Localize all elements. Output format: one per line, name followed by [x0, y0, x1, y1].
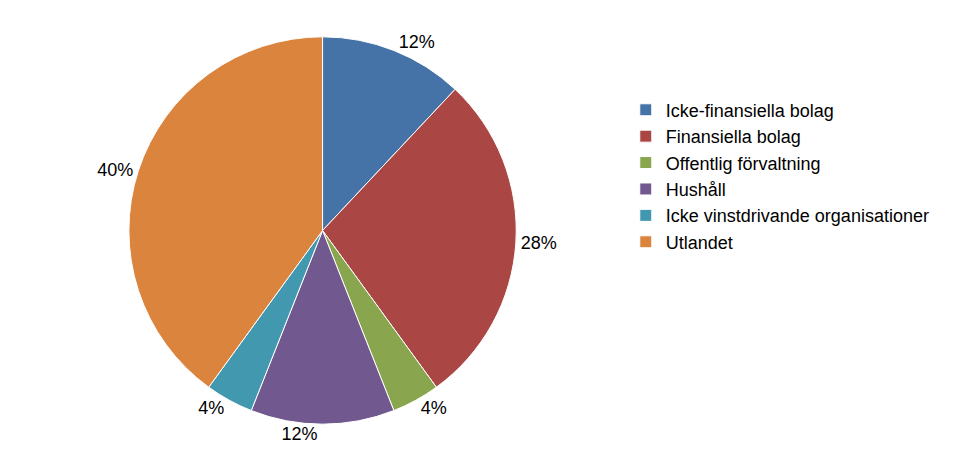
svg-text:40%: 40%	[97, 160, 133, 180]
svg-text:4%: 4%	[421, 398, 447, 418]
svg-text:Icke-finansiella bolag: Icke-finansiella bolag	[666, 101, 834, 121]
svg-text:Icke vinstdrivande organisatio: Icke vinstdrivande organisationer	[666, 206, 929, 226]
svg-text:Utlandet: Utlandet	[666, 233, 733, 253]
svg-text:12%: 12%	[282, 424, 318, 444]
svg-text:28%: 28%	[521, 233, 557, 253]
svg-text:Hushåll: Hushåll	[666, 180, 726, 200]
svg-text:4%: 4%	[198, 398, 224, 418]
svg-text:12%: 12%	[399, 32, 435, 52]
svg-text:Offentlig förvaltning: Offentlig förvaltning	[666, 154, 821, 174]
svg-text:Finansiella bolag: Finansiella bolag	[666, 127, 801, 147]
